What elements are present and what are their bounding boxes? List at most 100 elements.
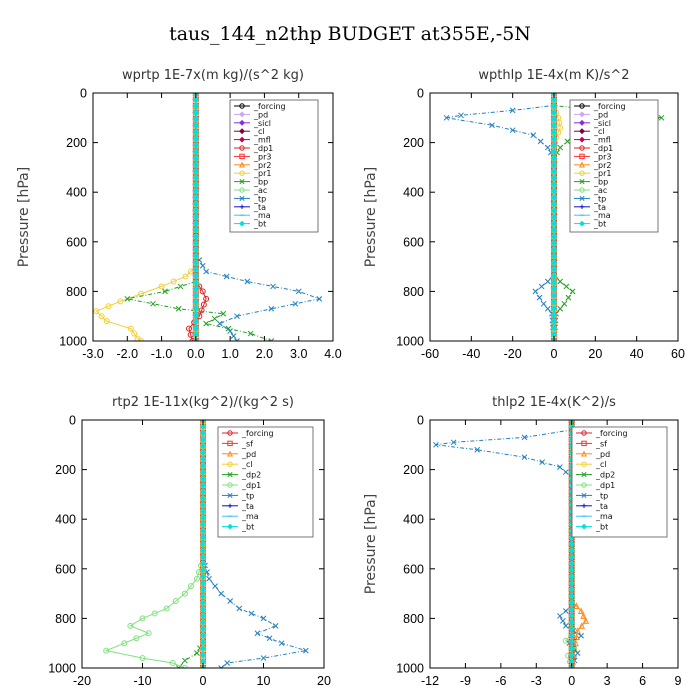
data-point — [509, 107, 516, 114]
legend-marker — [238, 161, 246, 168]
data-point — [564, 138, 571, 145]
legend-marker — [227, 492, 233, 498]
legend-label: _bp — [593, 178, 608, 187]
data-point — [550, 102, 558, 110]
data-point — [658, 114, 665, 121]
legend-label: _tp — [253, 194, 266, 203]
data-point — [186, 325, 192, 332]
data-point — [562, 637, 569, 644]
legend-label: _forcing — [595, 429, 628, 438]
data-point — [565, 294, 572, 301]
data-point — [192, 311, 200, 319]
legend-marker — [239, 103, 245, 109]
data-point — [192, 324, 200, 332]
x-tick-label: -1.0 — [151, 347, 173, 361]
legend-label: _sf — [241, 439, 253, 448]
y-tick-label: 200 — [403, 463, 424, 477]
legend-label: _forcing — [253, 102, 286, 111]
data-point — [93, 308, 100, 315]
data-point — [192, 148, 200, 155]
data-point — [139, 615, 146, 622]
data-point — [199, 527, 207, 535]
data-point — [192, 213, 200, 221]
legend-label: _forcing — [593, 102, 626, 111]
chart-panel-3: rtp2 1E-11x(kg^2)/(kg^2 s)-20 -10 0 10 20020… — [48, 395, 331, 688]
data-point — [560, 618, 566, 624]
legend-entry: _pr3 — [574, 152, 611, 161]
data-point — [217, 320, 223, 327]
legend-marker — [579, 136, 585, 143]
legend-marker — [239, 204, 245, 209]
data-point — [194, 650, 200, 656]
data-point — [550, 142, 558, 149]
data-point — [227, 598, 234, 604]
data-point — [199, 475, 207, 482]
data-point — [539, 459, 546, 466]
legend-marker — [581, 440, 587, 447]
x-tick-label: 20 — [317, 674, 331, 688]
data-point — [199, 429, 207, 437]
legend-label: _ma — [593, 211, 611, 220]
legend-marker — [579, 204, 585, 209]
data-point — [550, 181, 558, 188]
legend-entry: _bp — [234, 178, 268, 187]
legend-entry: _sf — [222, 439, 253, 448]
y-tick-label: 800 — [66, 285, 87, 299]
y-tick-label: 400 — [403, 186, 424, 200]
data-point — [550, 246, 558, 253]
data-point — [562, 469, 569, 475]
legend-label: _tp — [593, 194, 606, 203]
data-point — [199, 619, 207, 626]
legend-entry: _tp — [234, 194, 266, 203]
data-point — [192, 305, 200, 312]
x-tick-label: -20 — [504, 347, 522, 361]
data-point — [550, 233, 558, 240]
x-tick-label: 40 — [630, 347, 644, 361]
data-point — [199, 462, 207, 469]
legend-entry: _ma — [234, 211, 271, 220]
data-point — [544, 278, 551, 285]
data-point — [550, 266, 558, 273]
data-point — [270, 283, 276, 290]
data-point — [550, 279, 558, 286]
data-point — [568, 606, 575, 613]
data-point — [450, 439, 457, 446]
legend-marker — [579, 187, 585, 193]
data-point — [139, 655, 146, 662]
data-point — [199, 423, 207, 430]
legend-entry: _dp1 — [574, 144, 613, 153]
data-point — [218, 665, 225, 668]
data-point — [199, 606, 207, 613]
data-point — [212, 583, 218, 590]
data-point — [206, 575, 212, 582]
legend-marker — [581, 503, 587, 508]
data-point — [557, 144, 564, 151]
legend-label: _bp — [253, 178, 268, 187]
y-tick-label: 200 — [403, 136, 424, 150]
data-point — [316, 295, 323, 302]
legend-entry: _ma — [576, 512, 613, 521]
data-point — [192, 122, 200, 129]
data-point — [192, 168, 200, 175]
legend-marker — [579, 179, 585, 185]
data-point — [443, 114, 450, 121]
data-point — [192, 246, 200, 253]
legend-marker — [239, 111, 245, 118]
legend-entry: _bt — [574, 220, 606, 229]
legend-entry: _ac — [234, 186, 267, 195]
data-point — [568, 560, 575, 567]
data-point — [550, 168, 558, 175]
data-point — [550, 96, 558, 103]
data-point — [199, 436, 207, 443]
data-point — [568, 632, 575, 639]
x-tick-label: 6 — [639, 674, 646, 688]
legend-entry: _sicl — [234, 119, 271, 128]
legend-label: _ac — [593, 186, 607, 195]
x-tick-label: -3 — [531, 674, 542, 688]
data-point — [532, 288, 539, 295]
legend-entry: _cl — [234, 127, 265, 136]
series-group — [443, 93, 665, 341]
data-point — [199, 638, 207, 646]
legend-entry: _bt — [234, 220, 266, 229]
legend-entry: _forcing — [222, 429, 274, 438]
